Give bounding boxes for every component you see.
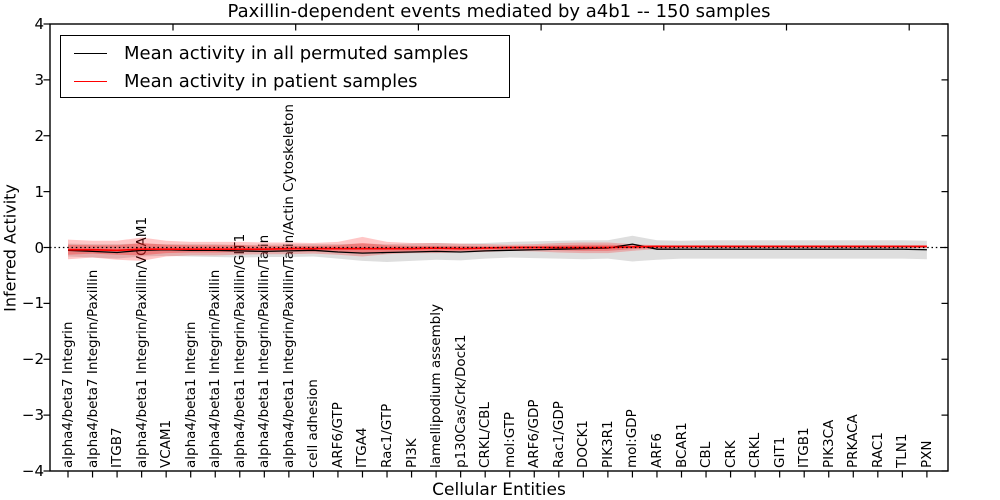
- y-tick-label: −2: [21, 350, 44, 369]
- legend-entry-permuted: Mean activity in all permuted samples: [61, 39, 509, 67]
- permuted-line-sample: [74, 52, 107, 54]
- y-tick-label: 1: [34, 182, 44, 201]
- y-tick-label: −1: [21, 294, 44, 313]
- y-tick-label: 4: [34, 15, 44, 33]
- legend: Mean activity in all permuted samples Me…: [60, 35, 510, 98]
- patient-line-sample: [74, 80, 107, 82]
- chart-title: Paxillin-dependent events mediated by a4…: [227, 1, 771, 22]
- y-tick-label: 2: [34, 126, 44, 145]
- legend-entry-patient: Mean activity in patient samples: [61, 67, 509, 95]
- legend-label-patient: Mean activity in patient samples: [124, 70, 418, 92]
- y-tick-label: 0: [34, 238, 44, 257]
- y-tick-label: −3: [21, 406, 44, 425]
- y-tick-label: 3: [34, 70, 44, 89]
- permuted-samples-spread: [68, 235, 927, 263]
- patient-samples-spread-outer: [68, 236, 927, 261]
- permuted-mean-line: [67, 243, 927, 254]
- x-axis-label: Cellular Entities: [432, 480, 566, 500]
- y-tick-label: −4: [21, 462, 44, 480]
- legend-label-permuted: Mean activity in all permuted samples: [124, 42, 469, 64]
